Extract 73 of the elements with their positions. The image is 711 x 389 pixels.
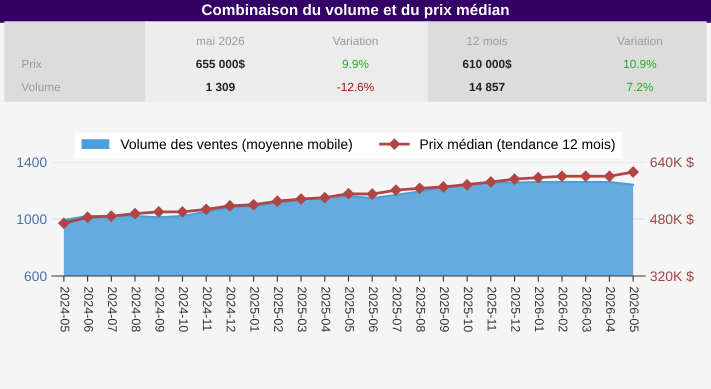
point	[461, 179, 473, 190]
y-tick-label: 1000	[17, 214, 47, 224]
x-tick-label: 2025-09	[440, 287, 449, 332]
x-tick-label: 2025-12	[511, 287, 520, 332]
x-tick-label: 2026-05	[630, 287, 639, 332]
y2-tick-label: 320K $	[650, 270, 694, 282]
chart-title: Combinaison du volume et du prix médian	[202, 4, 509, 18]
text: 7.2%	[627, 82, 653, 92]
text: 14 857	[470, 82, 505, 92]
text: 12 mois	[467, 36, 508, 46]
x-tick-label: 2026-01	[534, 287, 544, 332]
point	[580, 170, 592, 182]
x-tick-label: 2026-02	[558, 287, 568, 332]
x-tick-label: 2025-08	[416, 287, 426, 332]
point	[58, 218, 70, 229]
point	[200, 204, 212, 215]
text: 610 000$	[462, 59, 512, 69]
point	[129, 208, 141, 220]
y-tick-label: 600	[24, 271, 47, 282]
x-tick-label: 2024-06	[84, 287, 94, 332]
x-tick-label: 2025-06	[368, 287, 378, 332]
text: Prix	[22, 60, 42, 68]
point	[295, 193, 307, 205]
point	[414, 182, 426, 194]
text: Variation	[617, 36, 662, 46]
x-tick-label: 2025-07	[392, 287, 402, 332]
point	[390, 184, 402, 196]
point	[224, 200, 236, 212]
x-tick-label: 2025-10	[464, 287, 473, 332]
x-tick-label: 2024-12	[226, 287, 236, 332]
y-tick-label: 1400	[17, 157, 47, 168]
x-tick-label: 2025-11	[487, 287, 496, 331]
point	[628, 166, 639, 178]
x-tick-label: 2024-10	[179, 287, 188, 332]
x-tick-label: 2024-09	[155, 287, 164, 332]
text: 1 309	[206, 82, 235, 92]
point	[106, 210, 117, 222]
point	[176, 206, 188, 218]
point	[248, 199, 260, 210]
x-tick-label: 2024-08	[132, 287, 141, 332]
x-tick-label: 2025-04	[321, 287, 330, 332]
point	[82, 212, 94, 223]
point	[342, 188, 354, 200]
text: mai 2026	[196, 36, 244, 46]
legend-label: Prix médian (tendance 12 mois)	[420, 138, 615, 152]
point	[532, 172, 544, 184]
point	[272, 196, 283, 207]
text: 9.9%	[342, 60, 369, 68]
point	[556, 170, 568, 182]
text: 10.9%	[624, 60, 656, 68]
x-tick-label: 2024-05	[60, 287, 70, 332]
x-tick-label: 2026-04	[606, 287, 615, 332]
text: 655 000$	[196, 59, 245, 69]
x-tick-label: 2025-05	[345, 287, 354, 332]
point	[319, 192, 330, 204]
point	[438, 181, 449, 193]
point	[153, 206, 164, 218]
x-tick-label: 2025-03	[298, 287, 307, 332]
y2-tick-label: 480K $	[650, 214, 694, 225]
x-tick-label: 2025-02	[274, 287, 283, 332]
text: -12.6%	[337, 82, 374, 92]
point	[366, 188, 378, 200]
point	[604, 170, 616, 182]
point	[508, 173, 520, 185]
text: Variation	[332, 36, 378, 46]
x-tick-label: 2024-07	[108, 287, 117, 332]
legend-label: Volume des ventes (moyenne mobile)	[120, 138, 352, 152]
y2-tick-label: 640K $	[650, 156, 694, 168]
x-tick-label: 2025-01	[250, 287, 260, 332]
x-tick-label: 2026-03	[582, 287, 592, 332]
point	[485, 176, 496, 188]
x-tick-label: 2024-11	[202, 287, 212, 331]
text: Volume	[21, 82, 60, 92]
